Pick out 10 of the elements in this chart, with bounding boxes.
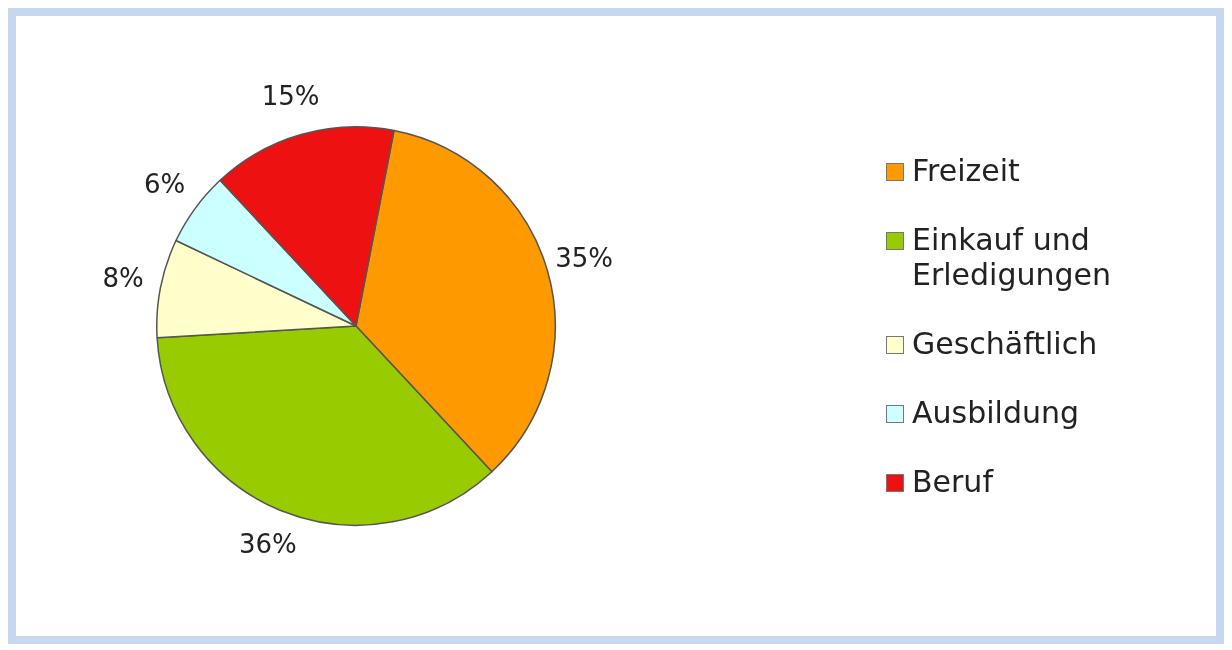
data-label: 35% bbox=[555, 243, 613, 274]
legend-label: Ausbildung bbox=[912, 395, 1079, 430]
legend-label: Geschäftlich bbox=[912, 326, 1098, 361]
data-label: 8% bbox=[102, 263, 144, 294]
data-label: 6% bbox=[143, 168, 186, 199]
data-label: 36% bbox=[238, 529, 297, 560]
legend-label: Einkauf und Erledigungen bbox=[912, 222, 1113, 292]
data-label: 15% bbox=[261, 80, 320, 111]
legend-label: Freizeit bbox=[912, 153, 1020, 188]
legend-label: Beruf bbox=[912, 464, 993, 499]
